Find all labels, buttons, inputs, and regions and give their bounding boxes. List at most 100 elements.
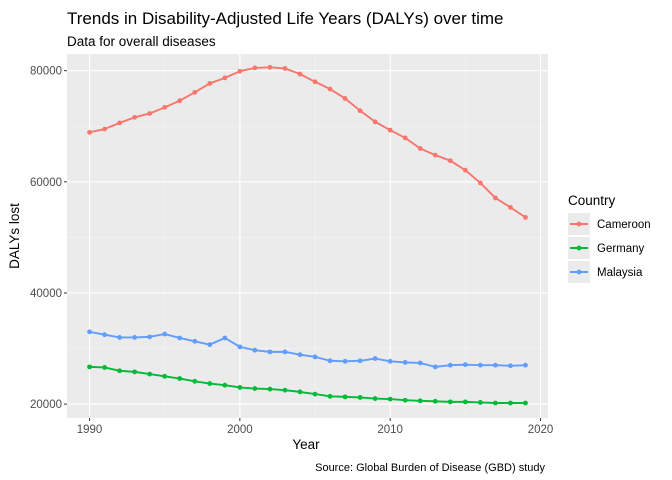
data-point-malaysia: [417, 360, 423, 366]
data-point-germany: [312, 391, 318, 397]
data-point-cameroon: [492, 195, 498, 201]
data-point-malaysia: [117, 335, 123, 340]
legend-key-point: [576, 269, 582, 275]
data-point-germany: [282, 387, 288, 393]
legend-label-germany: Germany: [597, 243, 645, 255]
data-point-malaysia: [147, 334, 153, 340]
data-point-germany: [192, 378, 198, 384]
data-point-cameroon: [87, 129, 92, 135]
data-point-malaysia: [342, 358, 348, 364]
legend: Country Cameroon Germany Malaysia: [567, 193, 655, 284]
data-point-malaysia: [523, 362, 528, 368]
data-point-malaysia: [447, 362, 453, 368]
data-point-malaysia: [102, 332, 107, 338]
series-line-malaysia: [89, 330, 526, 368]
data-point-malaysia: [177, 335, 183, 341]
data-point-cameroon: [282, 66, 288, 71]
data-point-cameroon: [342, 96, 348, 101]
data-point-cameroon: [432, 152, 438, 158]
y-tick-label: 20000: [30, 399, 62, 411]
data-point-cameroon: [417, 146, 423, 151]
series-line-cameroon: [89, 66, 526, 219]
data-point-germany: [177, 376, 183, 381]
data-point-cameroon: [508, 204, 513, 210]
data-point-malaysia: [252, 347, 258, 353]
data-point-malaysia: [492, 362, 498, 368]
data-point-germany: [222, 382, 228, 388]
data-point-malaysia: [297, 352, 303, 358]
data-point-cameroon: [297, 71, 303, 77]
data-point-germany: [267, 386, 273, 392]
series-line-germany: [89, 365, 526, 404]
data-point-germany: [462, 399, 468, 405]
data-point-malaysia: [357, 358, 363, 364]
data-point-germany: [147, 371, 153, 377]
data-point-germany: [327, 393, 333, 399]
data-point-malaysia: [432, 364, 438, 370]
y-axis-title: DALYs lost: [7, 203, 22, 269]
data-point-cameroon: [222, 75, 228, 81]
data-point-malaysia: [87, 329, 92, 335]
data-point-cameroon: [312, 79, 318, 85]
legend-key-cameroon: [568, 213, 590, 235]
data-point-cameroon: [132, 114, 138, 120]
data-point-germany: [492, 400, 498, 406]
plot-panel: [67, 54, 548, 418]
x-tick-label: 2020: [528, 424, 554, 436]
major-gridlines: [67, 54, 548, 418]
data-point-cameroon: [462, 167, 468, 173]
data-point-germany: [252, 386, 258, 391]
data-point-cameroon: [192, 89, 198, 95]
x-tick-label: 1990: [77, 424, 103, 436]
data-point-cameroon: [402, 135, 408, 141]
data-point-cameroon: [162, 104, 168, 110]
data-point-germany: [237, 385, 243, 390]
data-point-malaysia: [222, 335, 228, 341]
data-point-germany: [387, 396, 393, 402]
x-axis-title: Year: [292, 437, 320, 452]
data-point-cameroon: [207, 81, 213, 86]
legend-title: Country: [568, 193, 616, 208]
plot-background: [67, 54, 548, 418]
x-tick-label: 2010: [377, 424, 403, 436]
data-point-cameroon: [523, 214, 528, 220]
data-point-malaysia: [282, 349, 288, 355]
data-point-malaysia: [192, 338, 198, 344]
data-point-cameroon: [117, 120, 123, 126]
data-point-germany: [162, 373, 168, 379]
data-point-germany: [132, 369, 138, 375]
data-point-malaysia: [477, 362, 483, 368]
data-point-cameroon: [177, 98, 183, 104]
data-point-germany: [357, 395, 363, 400]
data-point-germany: [417, 398, 423, 404]
data-point-malaysia: [132, 335, 138, 340]
data-point-cameroon: [477, 180, 483, 186]
series-layer: [87, 64, 528, 406]
data-point-malaysia: [402, 360, 408, 365]
data-point-cameroon: [447, 158, 453, 164]
x-axis: 1990 2000 2010 2020: [77, 418, 554, 436]
data-point-cameroon: [267, 64, 273, 70]
minor-gridlines: [67, 54, 548, 418]
y-tick-label: 80000: [30, 66, 62, 78]
data-point-germany: [297, 389, 303, 395]
data-point-cameroon: [147, 111, 153, 116]
chart-caption: Source: Global Burden of Disease (GBD) s…: [315, 462, 545, 474]
chart-subtitle: Data for overall diseases: [67, 34, 216, 49]
y-axis: 20000 40000 60000 80000: [30, 66, 67, 411]
data-point-germany: [87, 364, 92, 370]
data-point-cameroon: [237, 68, 243, 74]
data-point-cameroon: [252, 65, 258, 71]
data-point-malaysia: [462, 362, 468, 368]
data-point-malaysia: [267, 349, 273, 355]
data-point-cameroon: [357, 108, 363, 114]
data-point-malaysia: [327, 358, 333, 364]
legend-key-malaysia: [568, 261, 590, 283]
legend-label-cameroon: Cameroon: [597, 219, 651, 231]
data-point-germany: [477, 400, 483, 405]
data-point-cameroon: [102, 126, 107, 132]
data-point-germany: [432, 398, 438, 404]
data-point-malaysia: [162, 331, 168, 337]
data-point-cameroon: [372, 119, 378, 125]
